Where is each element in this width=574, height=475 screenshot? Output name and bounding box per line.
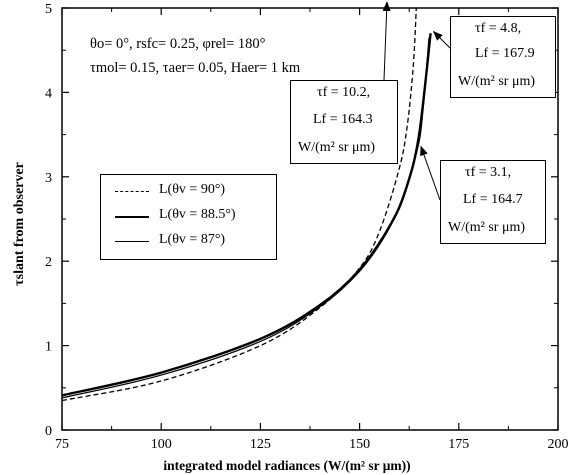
legend-label-90: L(θv = 90°) (159, 182, 226, 197)
y-tick-label: 4 (45, 86, 52, 101)
x-tick-label: 150 (349, 437, 370, 452)
annotation-3-radiance: Lf = 164.7 (463, 192, 523, 207)
y-tick-label: 5 (45, 2, 52, 17)
ticks: 75 100 125 150 175 200 0 1 2 3 4 5 (45, 2, 569, 452)
annotation-arrow-2 (432, 30, 451, 49)
y-tick-label: 0 (45, 424, 52, 439)
x-axis-label: integrated model radiances (W/(m² sr μm)… (163, 458, 411, 473)
annotation-box-3: τf = 3.1, Lf = 164.7 W/(m² sr μm) (440, 160, 546, 244)
x-tick-label: 125 (250, 437, 271, 452)
x-tick-label: 75 (55, 437, 69, 452)
series-line-0 (61, 7, 417, 402)
conditions-line1: θo= 0°, rsfc= 0.25, φrel= 180° (90, 36, 266, 52)
x-tick-label: 100 (151, 437, 172, 452)
legend-label-88-5: L(θv = 88.5°) (159, 207, 236, 222)
annotation-1-tau: τf = 10.2, (317, 85, 371, 100)
legend-swatch-thin (115, 241, 149, 242)
annotation-arrow-1 (382, 1, 391, 81)
annotation-2-unit: W/(m² sr μm) (458, 74, 536, 89)
annotation-2-tau: τf = 4.8, (475, 21, 522, 36)
annotation-3-tau: τf = 3.1, (465, 165, 512, 180)
annotation-3-unit: W/(m² sr μm) (448, 220, 526, 235)
annotation-box-2: τf = 4.8, Lf = 167.9 W/(m² sr μm) (450, 16, 556, 98)
series-line-1 (61, 33, 432, 397)
annotation-1-radiance: Lf = 164.3 (313, 112, 373, 127)
legend-swatch-thick (115, 216, 149, 218)
annotation-arrows (382, 1, 451, 201)
annotation-box-1: τf = 10.2, Lf = 164.3 W/(m² sr μm) (290, 80, 398, 164)
annotation-1-unit: W/(m² sr μm) (298, 140, 376, 155)
annotation-arrow-3 (420, 145, 441, 201)
legend-label-87: L(θv = 87°) (159, 232, 226, 247)
legend: L(θv = 90°) L(θv = 88.5°) L(θv = 87°) (100, 174, 277, 260)
series-group (61, 7, 432, 402)
legend-swatch-dashed (115, 191, 149, 192)
y-tick-label: 1 (45, 340, 52, 355)
y-axis-label: τslant from observer (12, 162, 27, 286)
y-tick-label: 2 (45, 255, 52, 270)
x-tick-label: 175 (448, 437, 469, 452)
series-line-2 (61, 37, 430, 399)
y-tick-label: 3 (45, 171, 52, 186)
conditions-line2: τmol= 0.15, τaer= 0.05, Haer= 1 km (90, 60, 301, 76)
annotation-2-radiance: Lf = 167.9 (475, 46, 535, 61)
x-tick-label: 200 (548, 437, 569, 452)
